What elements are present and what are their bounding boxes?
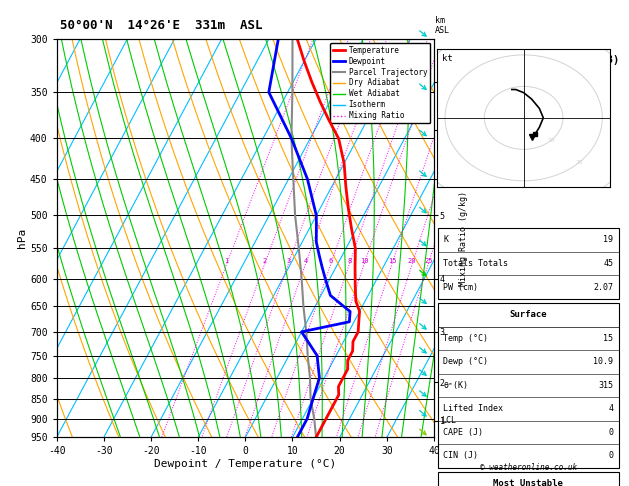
Text: 6: 6: [329, 258, 333, 264]
Text: LCL: LCL: [442, 416, 457, 425]
Text: CIN (J): CIN (J): [443, 451, 479, 460]
Text: 19: 19: [603, 236, 613, 244]
Y-axis label: hPa: hPa: [17, 228, 27, 248]
Text: Surface: Surface: [509, 311, 547, 319]
Text: 45: 45: [603, 259, 613, 268]
Text: 4: 4: [304, 258, 308, 264]
Text: 315: 315: [598, 381, 613, 390]
Bar: [438, 303, 619, 468]
Text: © weatheronline.co.uk: © weatheronline.co.uk: [480, 463, 577, 472]
Text: Most Unstable: Most Unstable: [493, 479, 564, 486]
Text: 8: 8: [347, 258, 352, 264]
Text: 20: 20: [408, 258, 416, 264]
Text: 50°00'N  14°26'E  331m  ASL: 50°00'N 14°26'E 331m ASL: [60, 18, 262, 32]
Legend: Temperature, Dewpoint, Parcel Trajectory, Dry Adiabat, Wet Adiabat, Isotherm, Mi: Temperature, Dewpoint, Parcel Trajectory…: [330, 43, 430, 123]
Text: 02.05.2024  15GMT  (Base: 18): 02.05.2024 15GMT (Base: 18): [438, 55, 619, 65]
Text: 20: 20: [576, 160, 583, 165]
Text: CAPE (J): CAPE (J): [443, 428, 484, 437]
Text: θᵉ(K): θᵉ(K): [443, 381, 469, 390]
Text: 10: 10: [548, 138, 555, 142]
Bar: [438, 472, 619, 486]
Bar: [438, 228, 619, 299]
X-axis label: Dewpoint / Temperature (°C): Dewpoint / Temperature (°C): [154, 459, 337, 469]
Text: 1: 1: [225, 258, 229, 264]
Text: 3: 3: [286, 258, 291, 264]
Text: Totals Totals: Totals Totals: [443, 259, 508, 268]
Text: km
ASL: km ASL: [435, 16, 450, 35]
Text: kt: kt: [442, 54, 453, 63]
Text: 15: 15: [603, 334, 613, 343]
Text: 0: 0: [608, 428, 613, 437]
Text: Dewp (°C): Dewp (°C): [443, 357, 489, 366]
Text: 25: 25: [424, 258, 433, 264]
Text: 2.07: 2.07: [593, 282, 613, 292]
Text: 10: 10: [360, 258, 369, 264]
Text: 4: 4: [608, 404, 613, 414]
Text: 15: 15: [387, 258, 396, 264]
Text: PW (cm): PW (cm): [443, 282, 479, 292]
Text: K: K: [443, 236, 448, 244]
Text: 0: 0: [608, 451, 613, 460]
Text: 10.9: 10.9: [593, 357, 613, 366]
Text: Temp (°C): Temp (°C): [443, 334, 489, 343]
Text: Lifted Index: Lifted Index: [443, 404, 503, 414]
Text: Mixing Ratio (g/kg): Mixing Ratio (g/kg): [459, 191, 467, 286]
Text: 2: 2: [263, 258, 267, 264]
